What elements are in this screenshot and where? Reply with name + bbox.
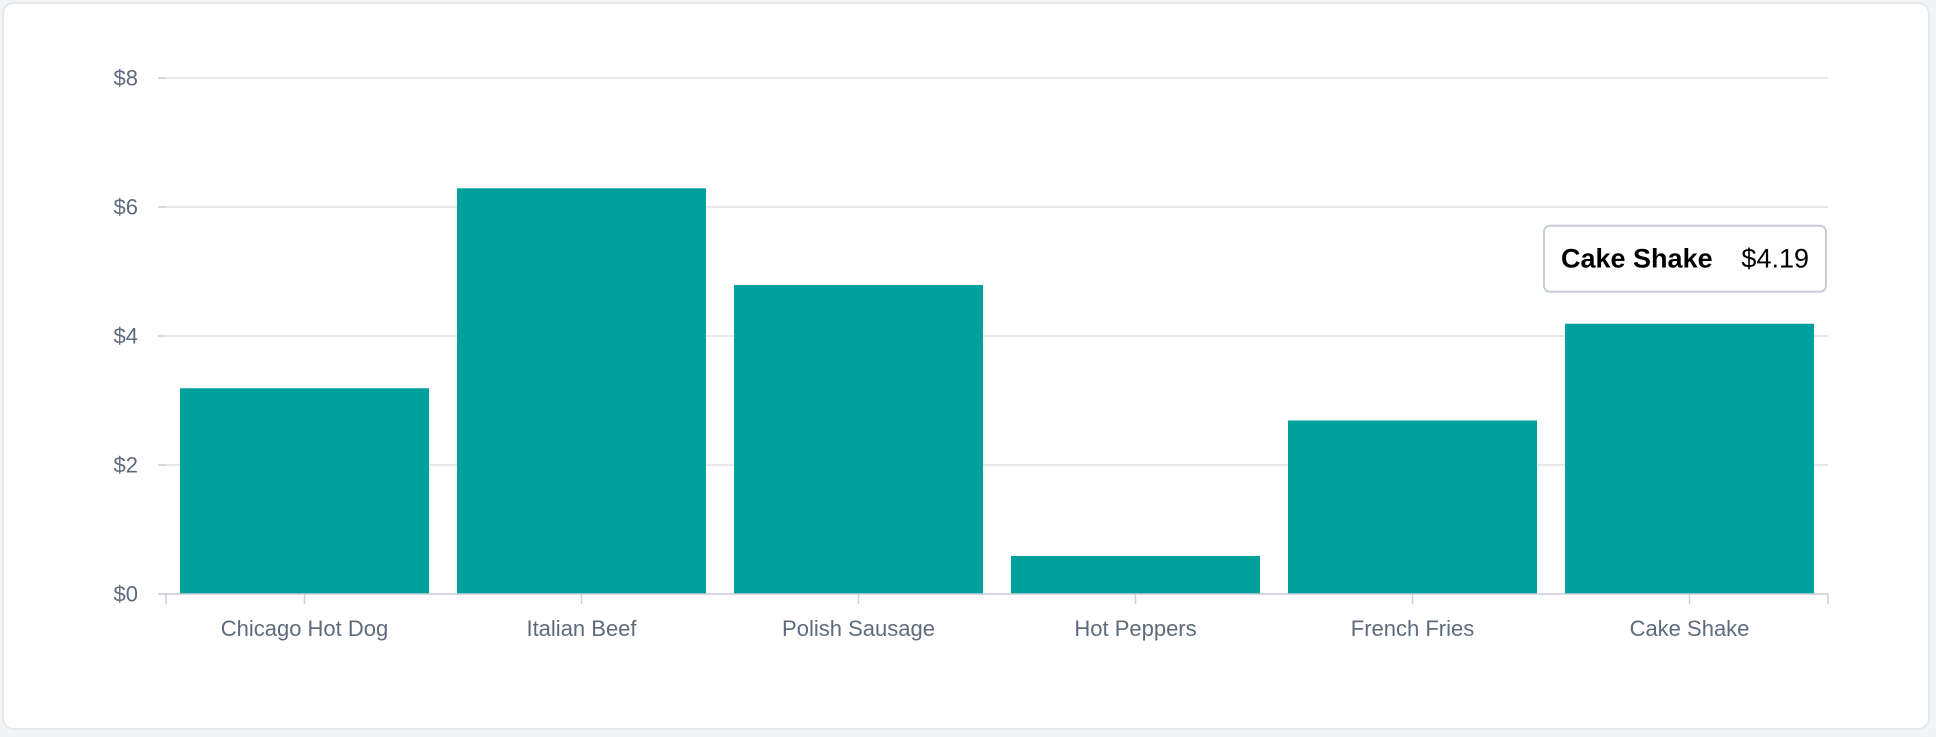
grid-lines — [166, 77, 1828, 466]
tooltip-value: $4.19 — [1741, 244, 1809, 274]
bars — [180, 188, 1814, 595]
x-tick-label: Hot Peppers — [1074, 616, 1196, 641]
x-tick-label: Chicago Hot Dog — [221, 616, 389, 641]
x-tick-label: Italian Beef — [526, 616, 637, 641]
bar[interactable] — [734, 285, 983, 594]
bar[interactable] — [1288, 420, 1537, 594]
x-tick-label: French Fries — [1351, 616, 1474, 641]
x-axis-ticks: Chicago Hot Dog Italian Beef Polish Sausag… — [165, 594, 1829, 641]
bar[interactable] — [1011, 555, 1260, 594]
x-tick-label: Cake Shake — [1630, 616, 1750, 641]
y-tick-label: $2 — [114, 453, 138, 478]
y-tick-label: $0 — [114, 582, 138, 607]
y-tick-label: $6 — [114, 195, 138, 220]
bar-chart: $0 $2 $4 $6 $8 Chicago Hot Dog Italian Beef Po… — [114, 66, 1829, 641]
y-tick-label: $4 — [114, 324, 138, 349]
tooltip-box — [1543, 224, 1827, 293]
y-axis-ticks: $0 $2 $4 $6 $8 — [114, 66, 166, 607]
tooltip-category: Cake Shake — [1561, 244, 1713, 274]
tooltip: Cake Shake $4.19 — [1543, 224, 1827, 293]
bar[interactable] — [1565, 323, 1814, 594]
bar[interactable] — [457, 188, 706, 595]
x-tick-label: Polish Sausage — [782, 616, 935, 641]
bar[interactable] — [180, 388, 429, 594]
y-tick-label: $8 — [114, 66, 138, 91]
